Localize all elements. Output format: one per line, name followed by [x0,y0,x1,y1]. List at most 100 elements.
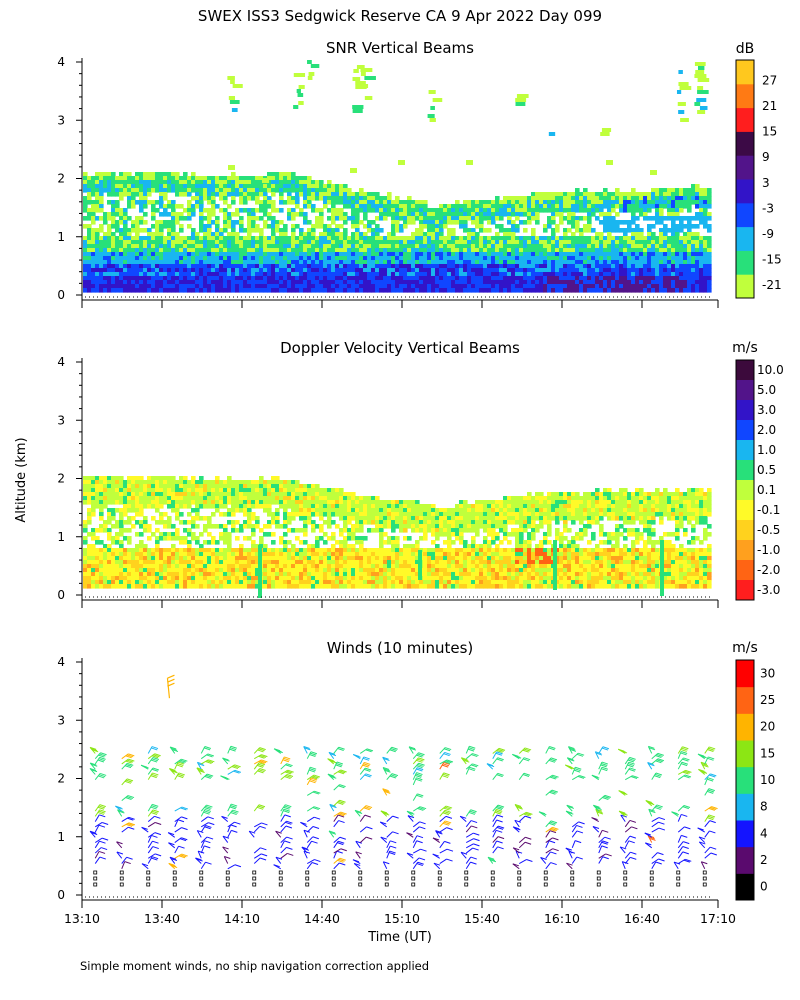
snr-cell [703,284,708,289]
snr-cell [703,280,708,285]
snr-cell [667,244,672,249]
snr-cell [555,212,560,217]
snr-cell [547,236,552,241]
snr-cell [229,100,240,104]
snr-cell [555,224,560,229]
snr-cell [611,244,616,249]
snr-cell [595,240,600,245]
snr-cell [407,264,412,269]
snr-cell [259,228,264,233]
doppler-cell [175,564,180,569]
doppler-cell [207,500,212,505]
snr-cell [571,204,576,209]
snr-cell [471,248,476,253]
snr-cell [495,244,500,249]
snr-cell [555,284,560,289]
snr-cell [451,208,456,213]
snr-cell [99,288,104,293]
snr-cell [651,204,656,209]
snr-cell [307,228,312,233]
doppler-cell [143,520,148,525]
snr-cell [207,260,212,265]
snr-cell [315,188,320,193]
snr-cell [375,276,380,281]
doppler-cell [155,480,160,485]
snr-cell [247,240,252,245]
snr-cell [303,272,308,277]
snr-cell [691,252,696,257]
snr-cell [243,176,248,181]
snr-cell [159,240,164,245]
snr-cell [579,216,584,221]
snr-cell [287,284,292,289]
snr-cell [291,236,296,241]
snr-cell [311,260,316,265]
doppler-cell [139,572,144,577]
doppler-cell [131,556,136,561]
snr-cell [311,288,316,293]
doppler-cell [239,528,244,533]
snr-cell [231,280,236,285]
snr-cell [175,276,180,281]
snr-cell [359,284,364,289]
snr-cell [139,228,144,233]
snr-cell [151,248,156,253]
snr-cell [695,264,700,269]
snr-cell [355,272,360,277]
doppler-cell [271,520,276,525]
snr-cell [599,272,604,277]
snr-cell [363,272,368,277]
snr-cell [627,236,632,241]
snr-cell [207,244,212,249]
snr-cell [659,284,664,289]
snr-cell [115,200,120,205]
doppler-cell [211,580,216,585]
doppler-cell [87,484,92,489]
snr-cell [459,284,464,289]
snr-cell [307,176,312,181]
doppler-cell [231,572,236,577]
snr-cell [343,196,348,201]
snr-cell [479,260,484,265]
snr-cell [551,256,556,261]
snr-cell [691,248,696,253]
doppler-cell [283,552,288,557]
snr-cell [307,276,312,281]
snr-cell [159,276,164,281]
snr-cell [411,276,416,281]
snr-cell [163,256,168,261]
snr-cell [607,208,612,213]
snr-cell [351,272,356,277]
snr-cell [259,216,264,221]
doppler-cell [175,528,180,533]
snr-cell [111,232,116,237]
snr-cell [631,284,636,289]
snr-cell [227,76,235,80]
snr-cell [339,232,344,237]
doppler-cell [227,584,232,589]
snr-cell [247,260,252,265]
doppler-cell [231,508,236,513]
snr-cell [491,216,496,221]
doppler-cell [279,576,284,581]
snr-cell [83,180,88,185]
snr-cell [663,276,668,281]
doppler-cell [211,568,216,573]
doppler-cell [175,488,180,493]
snr-cell [563,284,568,289]
doppler-cell [103,520,108,525]
snr-cell [83,196,88,201]
snr-cell [571,244,576,249]
snr-cell [659,256,664,261]
snr-cell [303,180,308,185]
doppler-cell [263,584,268,589]
snr-cell [83,276,88,281]
snr-cell [571,280,576,285]
doppler-cell [267,488,272,493]
doppler-cell [83,552,88,557]
doppler-cell [119,548,124,553]
snr-cell [694,74,707,78]
snr-cell [611,204,616,209]
snr-cell [407,268,412,273]
snr-cell [527,288,532,293]
